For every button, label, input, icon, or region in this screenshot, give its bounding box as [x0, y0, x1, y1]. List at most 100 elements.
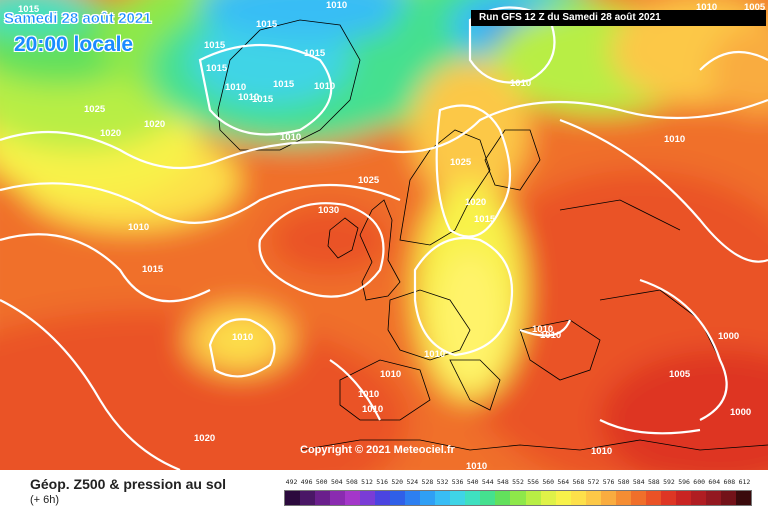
scale-tick-label: 604	[708, 478, 721, 486]
legend-panel: Géop. Z500 & pression au sol (+ 6h) 492 4…	[0, 470, 768, 512]
scale-tick-label: 600	[693, 478, 706, 486]
scale-swatch	[375, 491, 391, 505]
legend-subtitle: (+ 6h)	[30, 494, 60, 506]
isobar-label: 1015	[304, 48, 326, 59]
scale-swatch	[390, 491, 406, 505]
scale-tick-label: 572	[587, 478, 600, 486]
scale-tick-label: 580	[617, 478, 630, 486]
color-scale-bar	[284, 490, 752, 506]
geopotential-field: 1015 1015 1015 1015 1010 1010 1015 1010 …	[0, 0, 768, 470]
scale-tick-label: 556	[527, 478, 539, 486]
scale-tick-label: 508	[346, 478, 358, 486]
scale-tick-label: 500	[315, 478, 328, 486]
isobar-label: 1015	[474, 214, 496, 225]
isobar-label: 1010	[326, 0, 347, 11]
scale-tick-label: 536	[451, 478, 464, 486]
isobar-label: 1010	[532, 324, 553, 335]
scale-tick-label: 608	[723, 478, 736, 486]
isobar-label: 1010	[358, 389, 379, 400]
scale-swatch	[690, 491, 706, 505]
isobar-label: 1010	[591, 446, 612, 457]
scale-tick-label: 548	[497, 478, 509, 486]
scale-tick-label: 596	[678, 478, 690, 486]
scale-tick-label: 552	[512, 478, 524, 486]
isobar-label: 1020	[465, 197, 486, 208]
scale-swatch	[480, 491, 496, 505]
isobar-label: 1005	[669, 369, 691, 380]
isobar-label: 1010	[362, 404, 383, 415]
isobar-label: 1005	[744, 2, 766, 13]
scale-swatch	[615, 491, 631, 505]
isobar-label: 1010	[540, 330, 561, 341]
scale-tick-label: 492	[285, 478, 298, 486]
isobar-label: 1010	[238, 92, 259, 103]
isobar-label: 1010	[225, 82, 246, 93]
scale-swatch	[285, 491, 301, 505]
scale-swatch	[675, 491, 691, 505]
isobar-label: 1010	[380, 369, 401, 380]
scale-swatch	[360, 491, 376, 505]
scale-swatch	[630, 491, 646, 505]
scale-tick-label: 568	[572, 478, 585, 486]
isobar-label: 1010	[466, 461, 487, 470]
isobar-label: 1010	[128, 222, 149, 233]
scale-swatch	[345, 491, 361, 505]
scale-swatch	[735, 491, 751, 505]
color-scale-labels: 492 496 500 504 508 512 516 520 524 528 532 536 540 5…	[282, 478, 751, 488]
scale-tick-label: 512	[361, 478, 373, 486]
weather-map: 1015 1015 1015 1015 1010 1010 1015 1010 …	[0, 0, 768, 470]
isobar-label: 1010	[232, 332, 253, 343]
legend-title: Géop. Z500 & pression au sol	[30, 476, 227, 492]
scale-tick-label: 544	[481, 478, 494, 486]
isobar-label: 1015	[252, 94, 274, 105]
date-label: Samedi 28 août 2021	[4, 10, 152, 28]
isobar-label: 1015	[142, 264, 164, 275]
scale-tick-label: 528	[421, 478, 434, 486]
isobar-labels: 1015 1015 1015 1015 1010 1010 1015 1010 …	[18, 0, 766, 470]
isobar-label: 1025	[450, 157, 472, 168]
scale-tick-label: 576	[602, 478, 615, 486]
isobar-label: 1030	[318, 205, 339, 216]
scale-swatch	[330, 491, 346, 505]
copyright-text: Copyright © 2021 Meteociel.fr	[300, 444, 455, 456]
scale-swatch	[585, 491, 601, 505]
scale-tick-label: 504	[330, 478, 343, 486]
scale-swatch	[495, 491, 511, 505]
isobar-label: 1010	[424, 349, 445, 360]
scale-tick-label: 588	[647, 478, 660, 486]
isobar-label: 1015	[206, 63, 228, 74]
scale-tick-label: 516	[376, 478, 388, 486]
scale-swatch	[600, 491, 616, 505]
scale-swatch	[645, 491, 661, 505]
isobar-label: 1020	[100, 128, 121, 139]
isobar-label: 1010	[280, 132, 301, 143]
scale-tick-label: 612	[738, 478, 751, 486]
isobar-label: 1015	[256, 19, 278, 30]
scale-swatch	[555, 491, 571, 505]
scale-tick-label: 560	[542, 478, 555, 486]
scale-swatch	[315, 491, 331, 505]
isobar-label: 1010	[664, 134, 685, 145]
scale-swatch	[300, 491, 316, 505]
isobar-label: 1010	[510, 78, 531, 89]
scale-tick-label: 540	[466, 478, 479, 486]
scale-swatch	[465, 491, 481, 505]
scale-tick-label: 520	[391, 478, 404, 486]
scale-tick-label: 564	[557, 478, 570, 486]
run-info-label: Run GFS 12 Z du Samedi 28 août 2021	[471, 10, 766, 26]
time-label: 20:00 locale	[14, 33, 134, 56]
scale-swatch	[510, 491, 526, 505]
scale-swatch	[720, 491, 736, 505]
isobar-label: 1015	[204, 40, 226, 51]
scale-swatch	[405, 491, 421, 505]
isobar-label: 1010	[696, 2, 717, 13]
scale-tick-label: 584	[632, 478, 645, 486]
isobar-label: 1010	[314, 81, 335, 92]
scale-swatch	[435, 491, 451, 505]
isobar-label: 1020	[194, 433, 215, 444]
isobar-label: 1000	[718, 331, 739, 342]
scale-tick-label: 496	[300, 478, 313, 486]
isobar-label: 1015	[273, 79, 295, 90]
isobar-label: 1025	[84, 104, 106, 115]
isobars	[0, 6, 768, 470]
